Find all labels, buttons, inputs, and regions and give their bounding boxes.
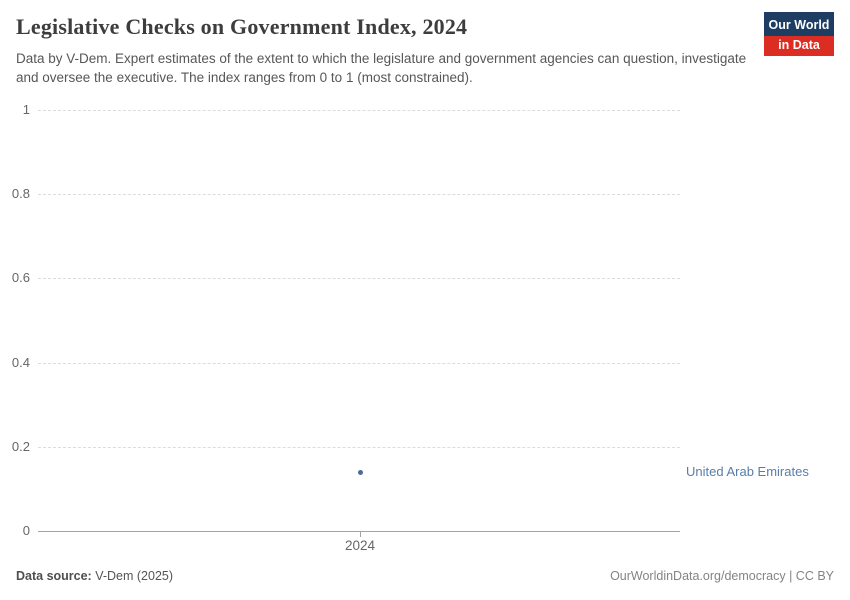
y-tick-label: 0.2 bbox=[11, 438, 30, 454]
y-tick-label: 0.8 bbox=[11, 186, 30, 202]
chart-subtitle: Data by V-Dem. Expert estimates of the e… bbox=[16, 51, 747, 85]
entity-label[interactable]: United Arab Emirates bbox=[686, 464, 809, 480]
page-title: Legislative Checks on Government Index, … bbox=[16, 14, 468, 39]
y-gridline bbox=[38, 446, 680, 448]
y-gridline bbox=[38, 110, 680, 111]
x-axis-tick-mark bbox=[360, 531, 361, 537]
y-gridline bbox=[38, 194, 680, 196]
data-source-value: V-Dem (2025) bbox=[91, 569, 174, 583]
x-axis-line bbox=[38, 531, 680, 532]
y-tick-label: 0.6 bbox=[11, 270, 30, 286]
y-gridline bbox=[38, 362, 680, 364]
footer-credits: OurWorldinData.org/democracy | CC BY bbox=[610, 569, 834, 583]
owid-link[interactable]: OurWorldinData.org/democracy bbox=[610, 569, 786, 583]
owid-logo-text-bottom: in Data bbox=[764, 35, 834, 57]
y-tick-label: 1 bbox=[22, 102, 30, 117]
data-source-note: Data source: V-Dem (2025) bbox=[16, 569, 173, 583]
scatter-data-point[interactable] bbox=[357, 469, 363, 475]
y-tick-label: 0.4 bbox=[11, 354, 30, 370]
license-label: | CC BY bbox=[785, 569, 834, 583]
y-tick-label: 0 bbox=[22, 523, 30, 538]
x-tick-label: 2024 bbox=[344, 538, 376, 553]
data-source-label: Data source: bbox=[16, 569, 92, 583]
owid-logo[interactable]: Our World in Data bbox=[764, 12, 834, 57]
y-gridline bbox=[38, 278, 680, 280]
owid-logo-text-top: Our World bbox=[768, 18, 830, 32]
